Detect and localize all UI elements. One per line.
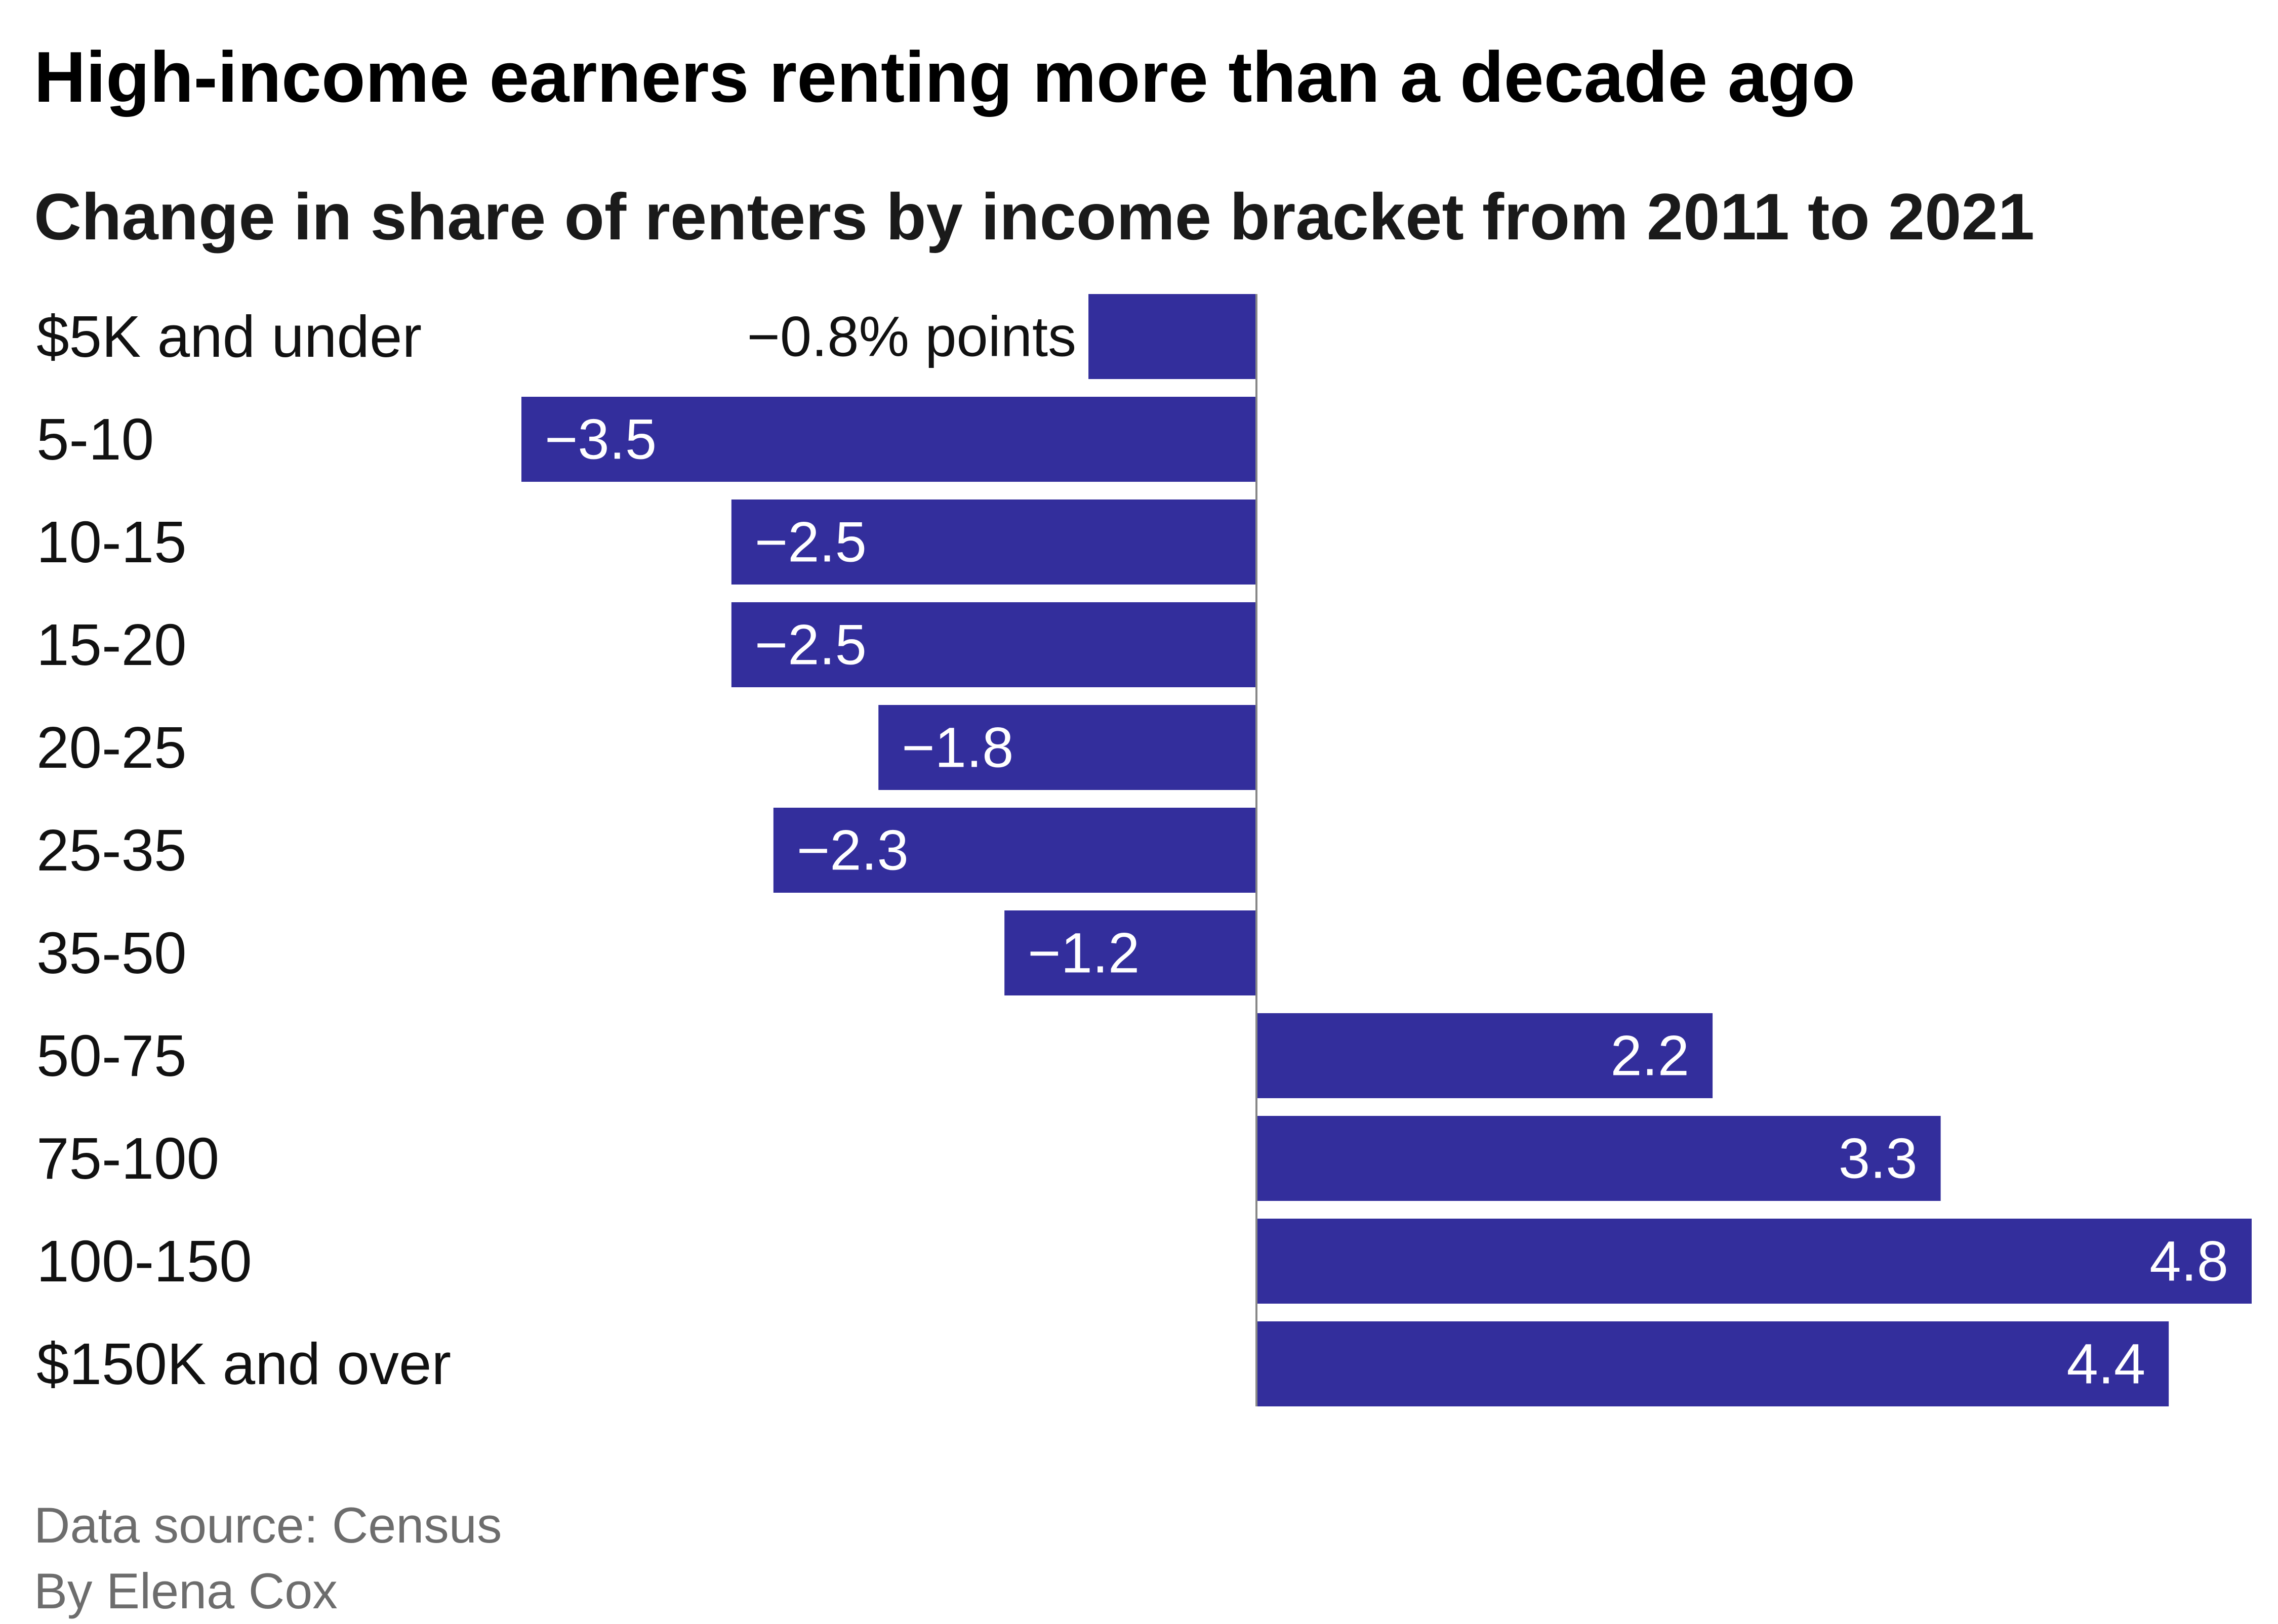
value-label: −0.8% points: [747, 305, 1076, 368]
bar: [1004, 910, 1256, 995]
value-label: 3.3: [1839, 1127, 1918, 1190]
value-label: −3.5: [545, 408, 657, 471]
value-label: 2.2: [1610, 1024, 1689, 1088]
value-label: −2.5: [755, 613, 867, 677]
category-label: 10-15: [36, 509, 187, 575]
category-label: 15-20: [36, 612, 187, 678]
category-label: 5-10: [36, 406, 154, 472]
chart-title: High-income earners renting more than a …: [34, 37, 1856, 117]
bar: [1256, 1013, 1713, 1098]
byline: By Elena Cox: [34, 1563, 338, 1619]
bar: [1256, 1116, 1941, 1201]
bar: [773, 808, 1256, 893]
bar: [731, 499, 1256, 585]
category-label: 35-50: [36, 920, 187, 986]
category-label: 100-150: [36, 1228, 252, 1294]
chart-subtitle: Change in share of renters by income bra…: [34, 180, 2035, 254]
bar: [521, 397, 1256, 482]
value-label: −2.5: [755, 511, 867, 574]
value-label: 4.4: [2066, 1332, 2145, 1396]
category-label: 75-100: [36, 1126, 219, 1191]
category-label: 25-35: [36, 817, 187, 883]
value-label: −2.3: [797, 819, 909, 882]
category-label: 50-75: [36, 1023, 187, 1089]
category-label: 20-25: [36, 715, 187, 780]
value-label: −1.2: [1028, 922, 1140, 985]
value-label: 4.8: [2149, 1230, 2228, 1293]
bar: [731, 602, 1256, 687]
value-label: −1.8: [902, 716, 1013, 779]
bar: [1088, 294, 1256, 379]
bar: [1256, 1321, 2169, 1406]
category-label: $5K and under: [36, 304, 422, 369]
data-source-note: Data source: Census: [34, 1497, 502, 1553]
bar: [878, 705, 1256, 790]
bar: [1256, 1219, 2252, 1304]
category-label: $150K and over: [36, 1331, 451, 1397]
